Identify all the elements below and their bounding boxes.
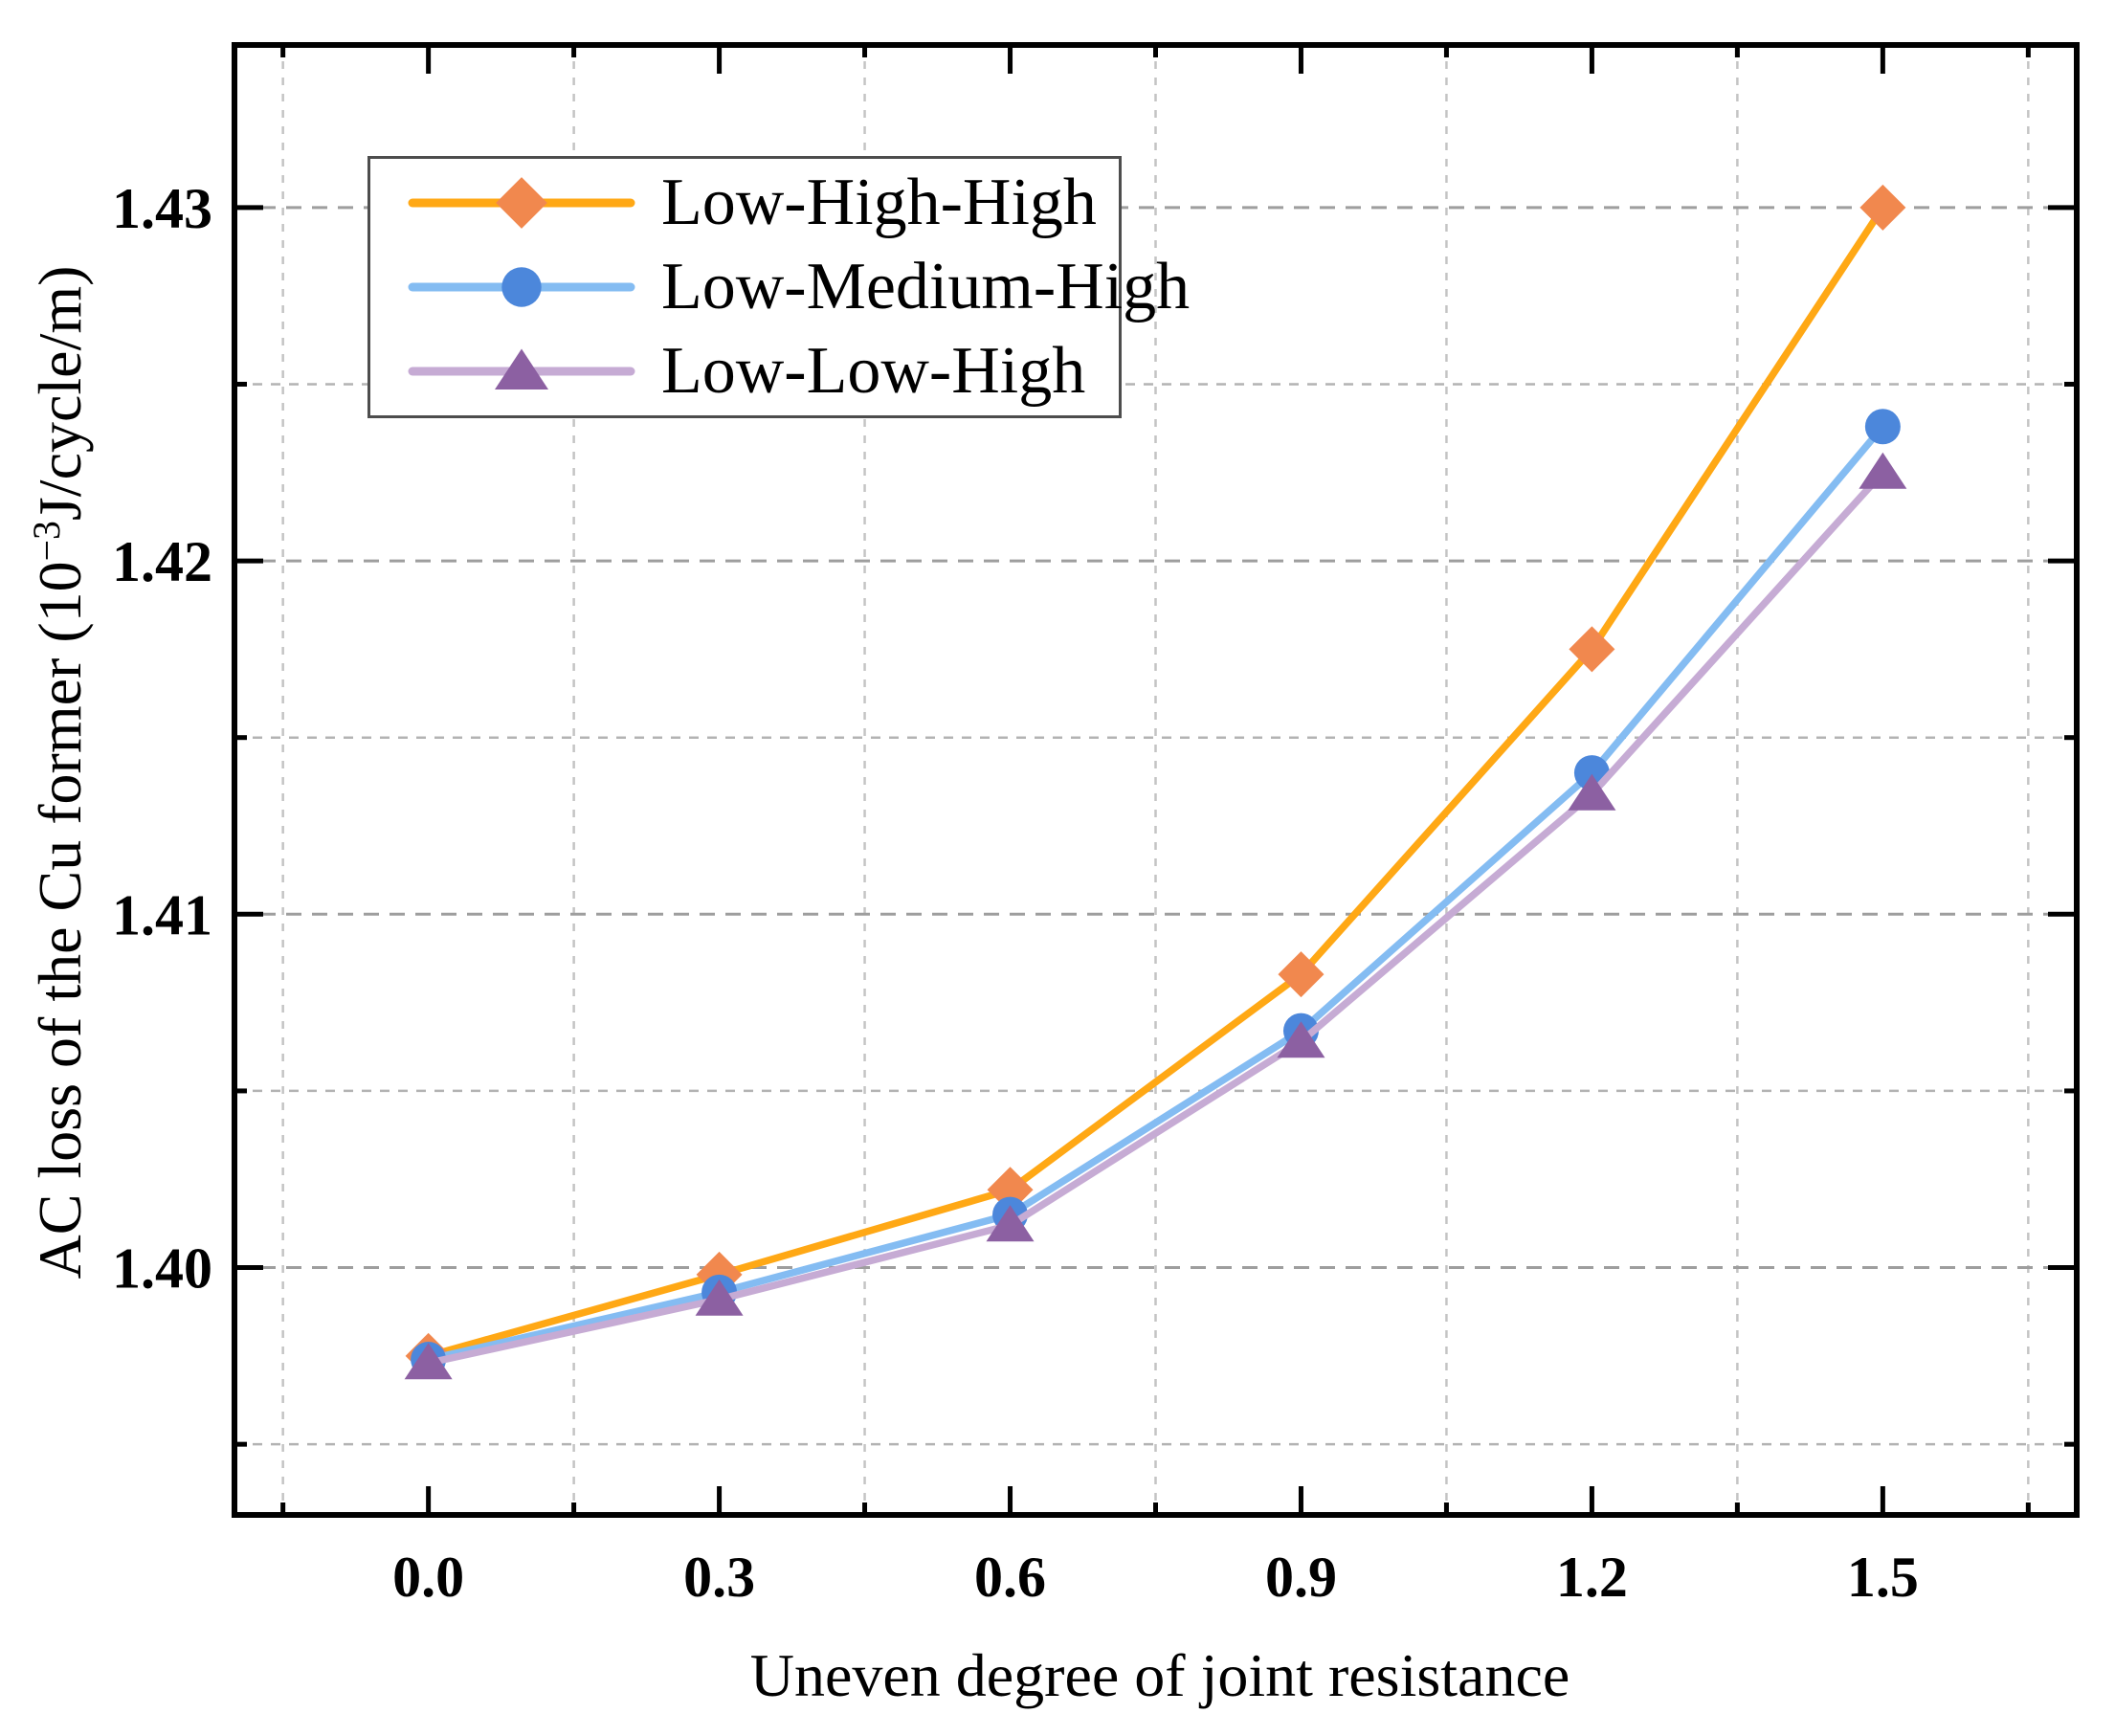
diamond-marker [1859,184,1906,231]
x-tick-label: 0.3 [683,1546,755,1609]
legend-entry-low-low-high: Low-Low-High [407,331,1119,412]
circle-marker [1864,409,1901,445]
triangle-marker [1277,1021,1325,1058]
x-tick-label: 0.9 [1265,1546,1337,1609]
x-tick-label: 1.5 [1847,1546,1919,1609]
y-tick-label: 1.41 [112,883,212,946]
triangle-marker [1859,452,1907,489]
y-axis-title-suffix: J/cycle/m) [26,265,94,522]
x-tick-label: 1.2 [1556,1546,1628,1609]
legend-label: Low-Medium-High [661,250,1191,323]
triangle-marker [695,1279,744,1316]
y-axis-title: AC loss of the Cu former (10−3J/cycle/m) [18,7,102,1538]
diamond-marker [1569,626,1615,673]
series-line [424,423,1887,1364]
triangle-marker [1568,773,1616,811]
triangle-marker [495,348,548,390]
y-axis-title-prefix: AC loss of the Cu former (10 [26,561,94,1280]
circle-marker [501,267,542,307]
diamond-marker [1278,951,1325,998]
y-tick-label: 1.42 [112,530,212,593]
x-tick-label: 0.6 [974,1546,1046,1609]
diamond-series-sample-icon [408,177,635,229]
triangle-series-sample-icon [408,348,635,390]
diamond-marker [496,177,547,229]
series-line [424,469,1887,1367]
y-axis-title-superscript: −3 [26,521,69,562]
triangle-marker [986,1205,1035,1242]
y-tick-label: 1.40 [112,1237,212,1301]
legend-entry-low-high-high: Low-High-High [407,163,1119,243]
x-tick-label: 0.0 [392,1546,464,1609]
series-low-low-high [404,452,1907,1380]
legend-label: Low-High-High [661,166,1097,239]
x-axis-title: Uneven degree of joint resistance [749,1641,1570,1709]
legend-label: Low-Low-High [661,334,1086,408]
series-line [424,204,1887,1360]
legend-entry-low-medium-high: Low-Medium-High [407,247,1190,327]
circle-series-sample-icon [408,267,635,307]
legend: Low-High-High Low-Medium-High Low-Low-Hi… [367,156,1190,418]
y-tick-label: 1.43 [112,177,212,240]
triangle-marker [404,1343,453,1380]
